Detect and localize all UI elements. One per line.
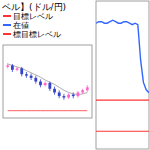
series-line (96, 20, 149, 93)
legend-label: 在値 (13, 21, 29, 30)
plot-frame (3, 45, 92, 118)
candle-wick (45, 82, 46, 87)
candle-wick (7, 63, 8, 68)
series-line (96, 131, 149, 132)
candle-body (58, 92, 61, 96)
candle-body (53, 89, 56, 93)
candle-body (6, 65, 9, 66)
candle-wick (68, 93, 69, 99)
candle-body (86, 87, 89, 90)
candle-wick (63, 94, 64, 100)
legend-swatch (3, 33, 11, 35)
candle-wick (12, 64, 13, 72)
candle-body (34, 78, 37, 82)
candle-body (30, 76, 33, 78)
candle-wick (17, 67, 18, 71)
candle-body (77, 92, 80, 96)
chart-image: ベル】(ドル/円)目標レベル在値標目標レベル (0, 0, 150, 150)
candle-wick (77, 91, 78, 98)
candle-body (16, 68, 19, 69)
series-line (96, 100, 149, 101)
candle-wick (35, 76, 36, 84)
candle-body (11, 65, 14, 69)
plot-frame (96, 1, 149, 149)
legend-swatch (3, 24, 11, 26)
title: ベル】(ドル/円) (2, 2, 66, 12)
series-line (8, 110, 88, 111)
candle-body (20, 68, 23, 74)
candle-wick (49, 82, 50, 91)
plot-area (96, 20, 149, 131)
candle-body (39, 82, 42, 86)
candle-body (48, 83, 51, 89)
candle-body (72, 95, 75, 96)
candle-wick (31, 73, 32, 80)
candle-wick (59, 90, 60, 98)
candle-body (67, 95, 70, 98)
legend-label: 目標レベル (13, 12, 53, 21)
candle-wick (21, 67, 22, 76)
candle-wick (26, 72, 27, 78)
candle-wick (87, 85, 88, 92)
candle-body (62, 96, 65, 97)
candle-wick (40, 79, 41, 87)
plot-area (6, 63, 88, 110)
candle-body (44, 83, 47, 85)
legend-label: 標目標レベル (13, 30, 61, 39)
candle-body (81, 90, 84, 92)
candle-wick (82, 89, 83, 94)
legend-swatch (3, 15, 11, 17)
series-line (8, 64, 88, 95)
candle-wick (54, 87, 55, 95)
candle-body (25, 74, 28, 75)
candle-wick (73, 92, 74, 98)
